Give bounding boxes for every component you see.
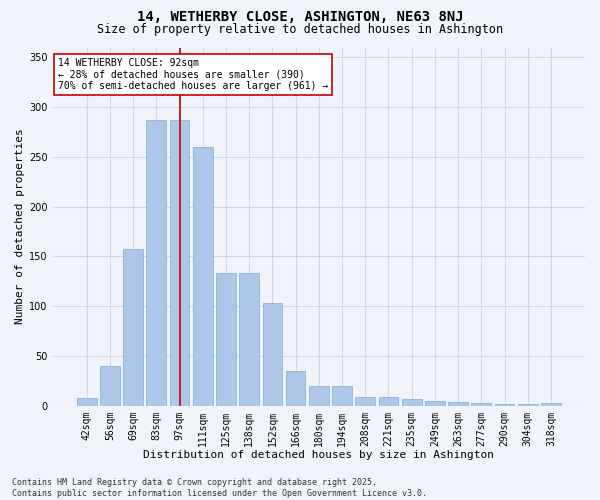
Bar	[123, 248, 143, 406]
Bar	[193, 147, 212, 406]
Bar	[170, 120, 190, 406]
Bar	[494, 404, 514, 406]
Bar	[216, 274, 236, 406]
Text: Contains HM Land Registry data © Crown copyright and database right 2025.
Contai: Contains HM Land Registry data © Crown c…	[12, 478, 427, 498]
Bar	[448, 402, 468, 406]
Bar	[286, 371, 305, 406]
Bar	[100, 366, 120, 406]
Bar	[541, 402, 561, 406]
Bar	[146, 120, 166, 406]
Bar	[309, 386, 329, 406]
Text: 14, WETHERBY CLOSE, ASHINGTON, NE63 8NJ: 14, WETHERBY CLOSE, ASHINGTON, NE63 8NJ	[137, 10, 463, 24]
Bar	[472, 402, 491, 406]
Bar	[402, 399, 422, 406]
Bar	[518, 404, 538, 406]
Bar	[77, 398, 97, 406]
Bar	[355, 397, 375, 406]
Bar	[263, 303, 282, 406]
X-axis label: Distribution of detached houses by size in Ashington: Distribution of detached houses by size …	[143, 450, 494, 460]
Text: 14 WETHERBY CLOSE: 92sqm
← 28% of detached houses are smaller (390)
70% of semi-: 14 WETHERBY CLOSE: 92sqm ← 28% of detach…	[58, 58, 328, 92]
Bar	[425, 400, 445, 406]
Bar	[332, 386, 352, 406]
Bar	[379, 397, 398, 406]
Y-axis label: Number of detached properties: Number of detached properties	[15, 128, 25, 324]
Bar	[239, 274, 259, 406]
Text: Size of property relative to detached houses in Ashington: Size of property relative to detached ho…	[97, 22, 503, 36]
